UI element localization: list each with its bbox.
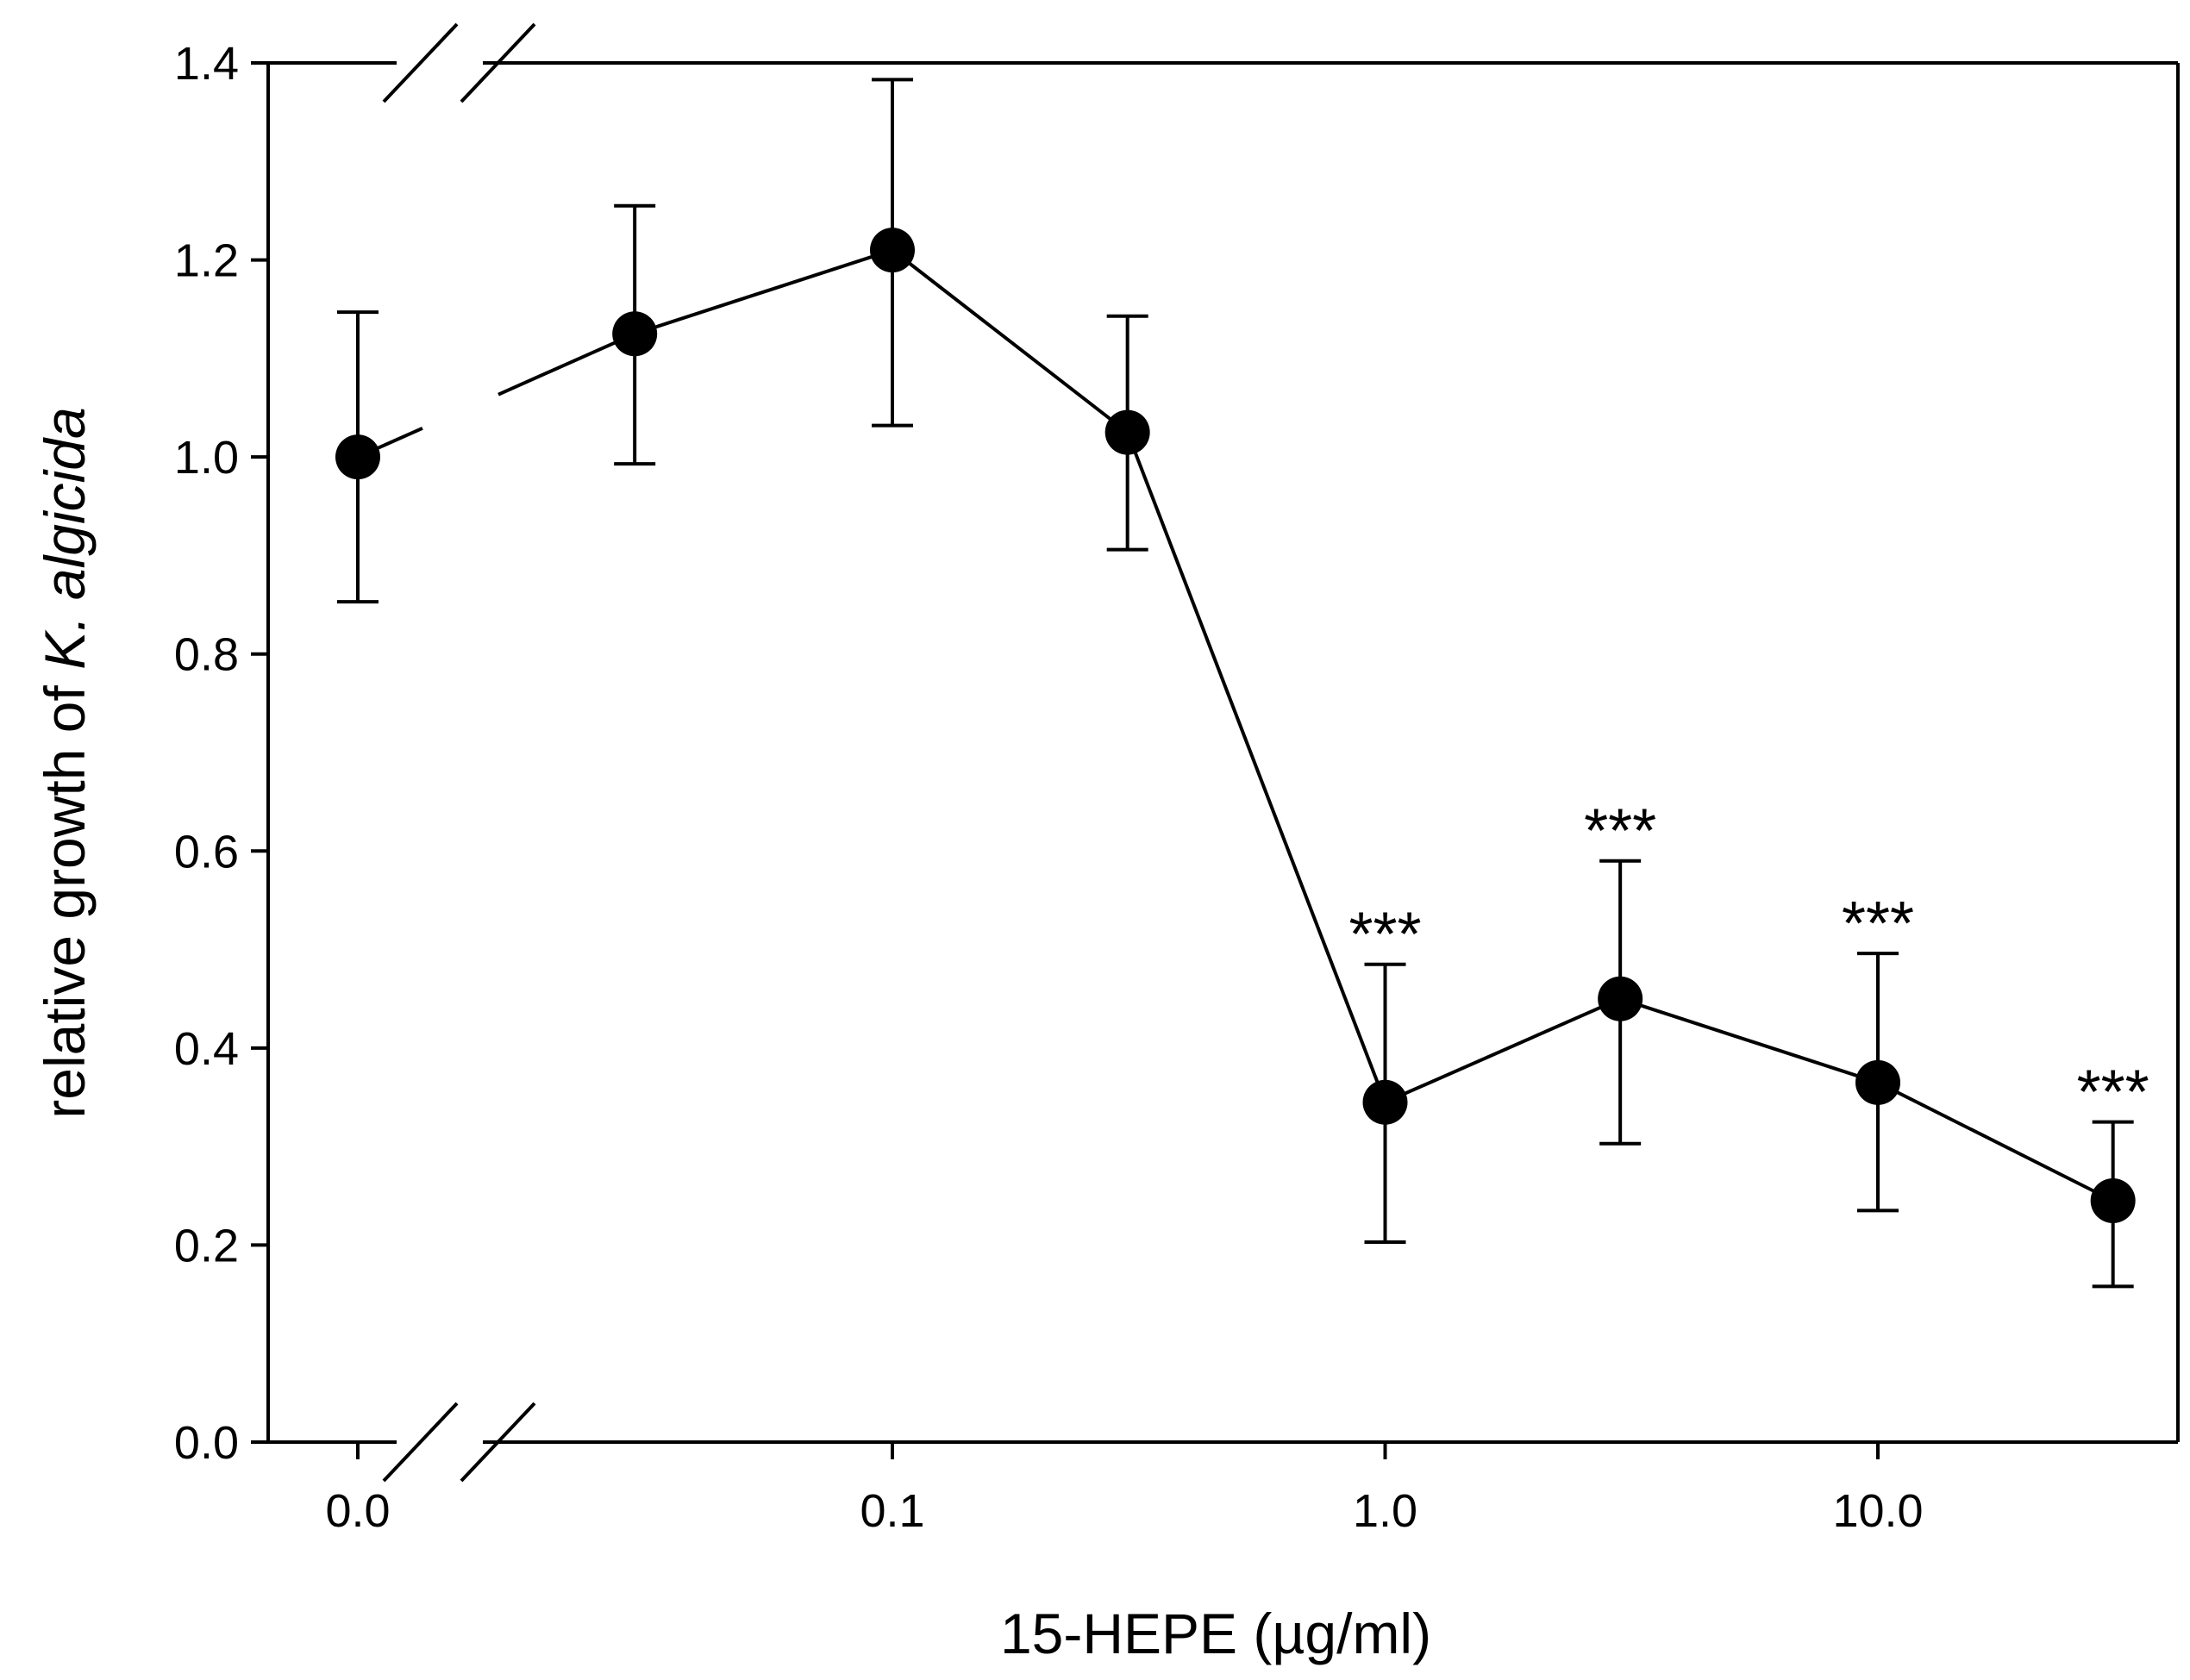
x-axis: 0.0 0.1 1.0 10.0 bbox=[325, 1442, 1924, 1537]
series-segment bbox=[1877, 1081, 2114, 1202]
y-tick-label: 0.4 bbox=[174, 1023, 239, 1075]
y-tick-label: 1.0 bbox=[174, 432, 239, 484]
y-tick-label: 1.4 bbox=[174, 38, 239, 90]
data-points bbox=[335, 228, 2136, 1223]
data-point bbox=[1855, 1059, 1900, 1105]
y-axis-title-prefix: relative growth of bbox=[33, 670, 97, 1119]
y-axis: 0.0 0.2 0.4 0.6 0.8 1.0 1.2 1.4 bbox=[174, 38, 268, 1469]
error-bars bbox=[337, 78, 2134, 1289]
data-point bbox=[1598, 976, 1643, 1021]
break-slash bbox=[382, 1402, 459, 1483]
data-point bbox=[335, 434, 380, 480]
series-segment bbox=[891, 248, 1129, 434]
y-axis-title-species: K. algicida bbox=[33, 407, 97, 670]
significance-label: *** bbox=[1842, 890, 1914, 959]
plot-frame bbox=[266, 61, 2180, 1444]
data-point bbox=[870, 228, 915, 273]
x-tick-label: 0.1 bbox=[860, 1485, 924, 1537]
y-tick-label: 0.0 bbox=[174, 1417, 239, 1469]
series-segment bbox=[1125, 431, 1387, 1103]
series-line bbox=[357, 248, 2114, 1202]
y-tick-label: 0.8 bbox=[174, 629, 239, 681]
y-tick-label: 0.6 bbox=[174, 826, 239, 877]
data-point bbox=[1362, 1079, 1408, 1125]
data-point bbox=[2090, 1178, 2136, 1223]
break-slash bbox=[460, 1402, 536, 1483]
significance-label: *** bbox=[2077, 1059, 2149, 1127]
y-tick-label: 1.2 bbox=[174, 235, 239, 287]
significance-label: *** bbox=[1348, 901, 1421, 970]
series-segment bbox=[1619, 996, 1879, 1084]
axis-break-marks bbox=[382, 22, 536, 1483]
series-segment bbox=[634, 248, 893, 336]
data-point bbox=[1104, 409, 1150, 455]
significance-annotations: *** *** *** *** bbox=[1348, 797, 2149, 1127]
y-tick-label: 0.2 bbox=[174, 1220, 239, 1271]
break-slash bbox=[382, 22, 459, 103]
x-axis-title: 15-HEPE (µg/ml) bbox=[1000, 1602, 1431, 1665]
x-tick-label: 10.0 bbox=[1832, 1485, 1923, 1537]
series-segment bbox=[1384, 996, 1621, 1104]
data-point bbox=[612, 311, 658, 357]
x-tick-label: 1.0 bbox=[1353, 1485, 1417, 1537]
y-axis-title: relative growth of K. algicida bbox=[33, 407, 97, 1118]
break-slash bbox=[460, 22, 536, 103]
significance-label: *** bbox=[1584, 797, 1656, 866]
x-tick-label: 0.0 bbox=[325, 1485, 390, 1537]
series-segment bbox=[497, 332, 635, 397]
